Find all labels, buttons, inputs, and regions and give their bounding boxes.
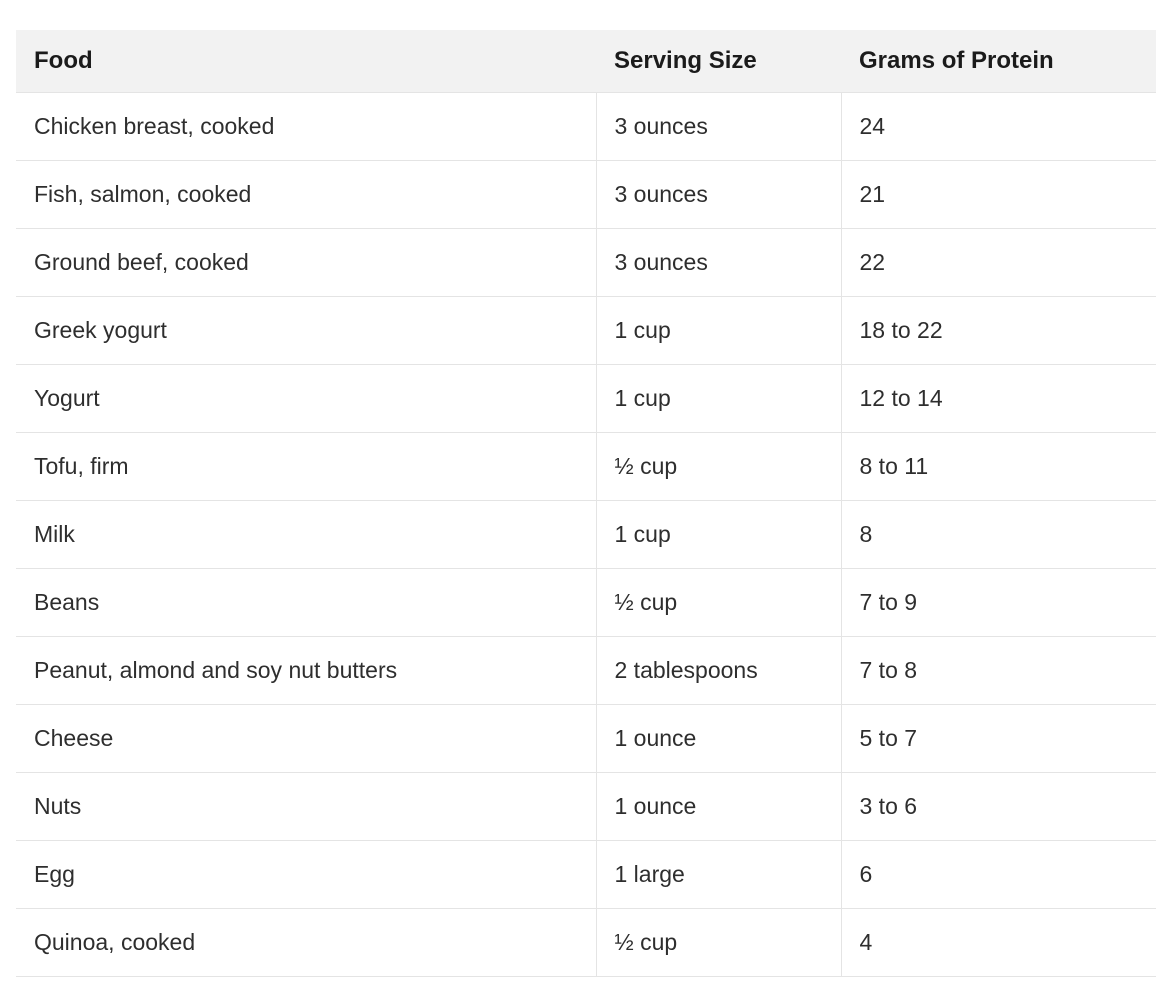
food-cell: Milk xyxy=(16,500,596,569)
header-row: Food Serving Size Grams of Protein xyxy=(16,30,1156,93)
protein-cell: 3 to 6 xyxy=(840,772,1156,841)
serving-size-cell: 3 ounces xyxy=(595,160,841,229)
column-header-food: Food xyxy=(16,30,596,93)
serving-size-cell: ½ cup xyxy=(595,568,841,637)
table-row: Yogurt 1 cup 12 to 14 xyxy=(16,364,1156,433)
protein-cell: 6 xyxy=(840,840,1156,909)
protein-cell: 7 to 8 xyxy=(840,636,1156,705)
column-header-serving-size: Serving Size xyxy=(596,30,841,93)
serving-size-cell: 3 ounces xyxy=(595,92,841,161)
table-row: Quinoa, cooked ½ cup 4 xyxy=(16,908,1156,977)
protein-table: Food Serving Size Grams of Protein Chick… xyxy=(16,30,1156,977)
protein-cell: 8 xyxy=(840,500,1156,569)
table-row: Egg 1 large 6 xyxy=(16,840,1156,909)
food-cell: Quinoa, cooked xyxy=(16,908,596,977)
food-cell: Beans xyxy=(16,568,596,637)
table-row: Chicken breast, cooked 3 ounces 24 xyxy=(16,92,1156,161)
serving-size-cell: 1 cup xyxy=(595,500,841,569)
serving-size-cell: 2 tablespoons xyxy=(595,636,841,705)
column-header-grams-of-protein: Grams of Protein xyxy=(841,30,1156,93)
food-cell: Nuts xyxy=(16,772,596,841)
food-cell: Egg xyxy=(16,840,596,909)
table-row: Beans ½ cup 7 to 9 xyxy=(16,568,1156,637)
protein-cell: 8 to 11 xyxy=(840,432,1156,501)
serving-size-cell: ½ cup xyxy=(595,908,841,977)
food-cell: Cheese xyxy=(16,704,596,773)
protein-cell: 24 xyxy=(840,92,1156,161)
table-row: Tofu, firm ½ cup 8 to 11 xyxy=(16,432,1156,501)
food-cell: Chicken breast, cooked xyxy=(16,92,596,161)
protein-cell: 22 xyxy=(840,228,1156,297)
protein-cell: 18 to 22 xyxy=(840,296,1156,365)
serving-size-cell: 3 ounces xyxy=(595,228,841,297)
table-row: Ground beef, cooked 3 ounces 22 xyxy=(16,228,1156,297)
serving-size-cell: 1 ounce xyxy=(595,772,841,841)
table-row: Cheese 1 ounce 5 to 7 xyxy=(16,704,1156,773)
food-cell: Peanut, almond and soy nut butters xyxy=(16,636,596,705)
food-cell: Ground beef, cooked xyxy=(16,228,596,297)
serving-size-cell: ½ cup xyxy=(595,432,841,501)
protein-cell: 5 to 7 xyxy=(840,704,1156,773)
table-header: Food Serving Size Grams of Protein xyxy=(16,30,1156,93)
serving-size-cell: 1 cup xyxy=(595,364,841,433)
protein-cell: 7 to 9 xyxy=(840,568,1156,637)
table-row: Peanut, almond and soy nut butters 2 tab… xyxy=(16,636,1156,705)
food-cell: Tofu, firm xyxy=(16,432,596,501)
protein-cell: 21 xyxy=(840,160,1156,229)
food-cell: Greek yogurt xyxy=(16,296,596,365)
table-row: Greek yogurt 1 cup 18 to 22 xyxy=(16,296,1156,365)
serving-size-cell: 1 cup xyxy=(595,296,841,365)
table-body: Chicken breast, cooked 3 ounces 24 Fish,… xyxy=(16,92,1156,977)
protein-cell: 4 xyxy=(840,908,1156,977)
food-cell: Yogurt xyxy=(16,364,596,433)
serving-size-cell: 1 ounce xyxy=(595,704,841,773)
serving-size-cell: 1 large xyxy=(595,840,841,909)
table-row: Nuts 1 ounce 3 to 6 xyxy=(16,772,1156,841)
food-cell: Fish, salmon, cooked xyxy=(16,160,596,229)
protein-cell: 12 to 14 xyxy=(840,364,1156,433)
table-row: Fish, salmon, cooked 3 ounces 21 xyxy=(16,160,1156,229)
table-row: Milk 1 cup 8 xyxy=(16,500,1156,569)
